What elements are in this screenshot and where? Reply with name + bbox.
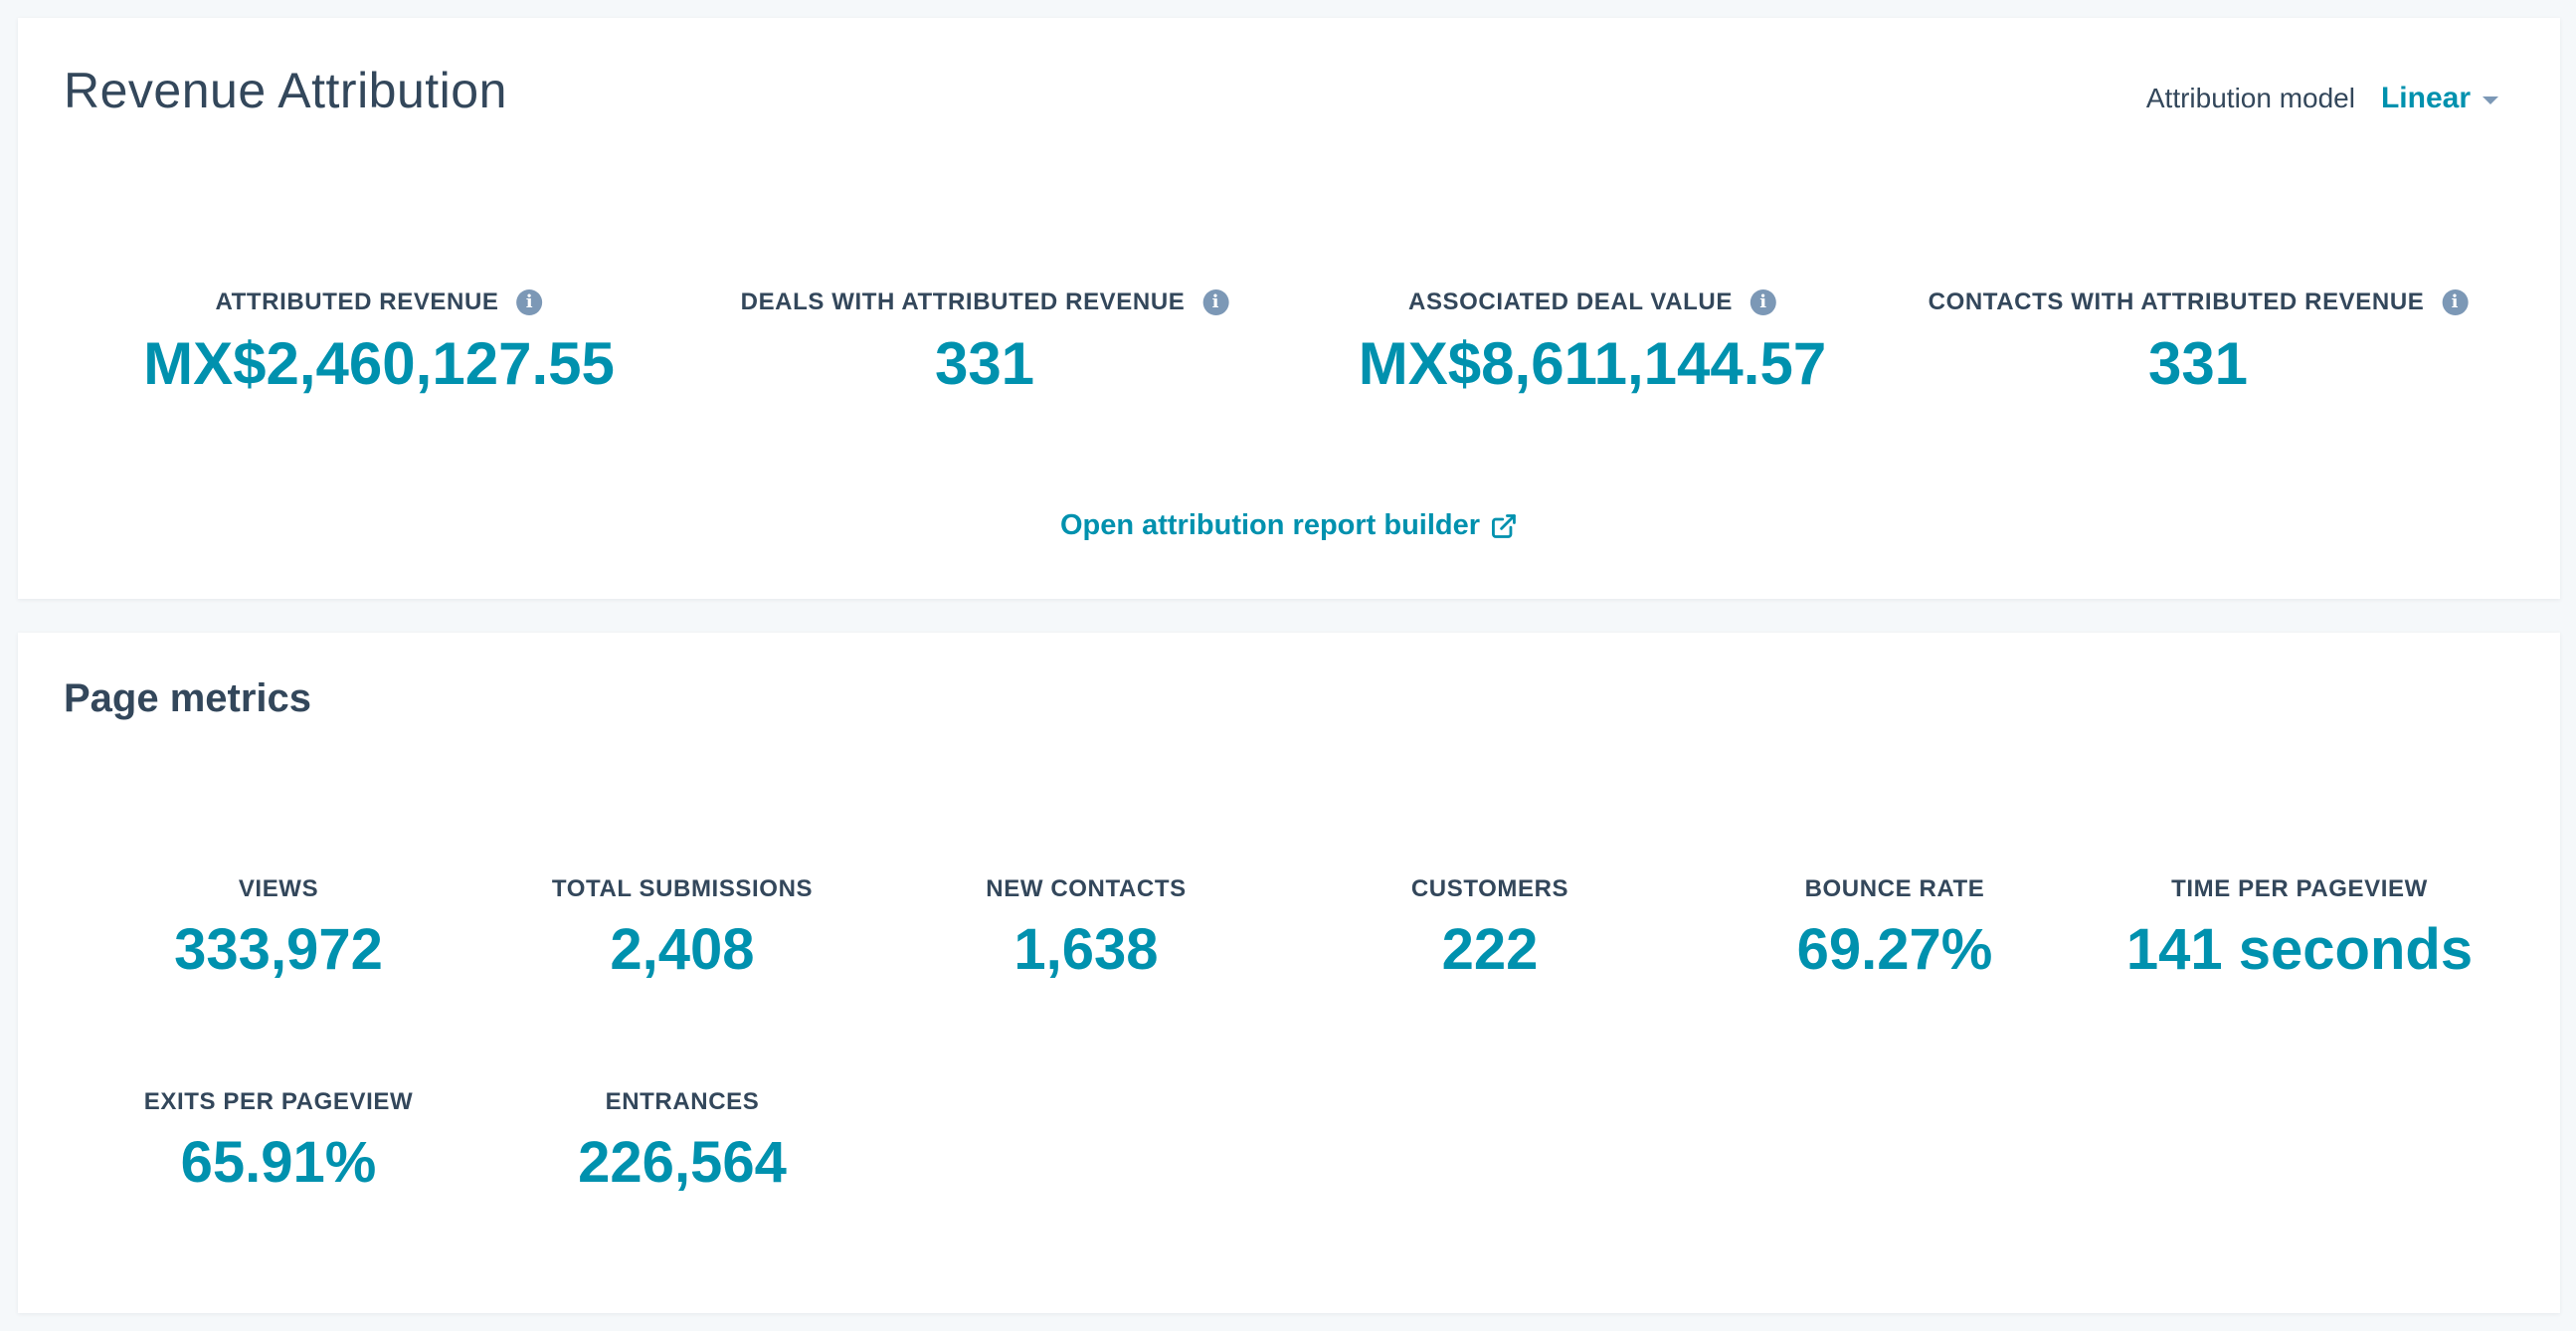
metric-value: 2,408: [610, 917, 755, 982]
metric-value: 69.27%: [1796, 917, 1993, 982]
revenue-attribution-card: Revenue Attribution Attribution model Li…: [18, 18, 2560, 599]
kpi-value: 331: [2147, 330, 2249, 397]
metric-value: 141 seconds: [2125, 917, 2474, 982]
info-icon[interactable]: i: [1749, 289, 1776, 315]
metric-value: 333,972: [174, 917, 383, 982]
metric-label: NEW CONTACTS: [986, 875, 1187, 902]
info-icon[interactable]: i: [2442, 289, 2469, 315]
metric-label: BOUNCE RATE: [1804, 875, 1985, 902]
metric-label: VIEWS: [238, 875, 319, 902]
metric-views: VIEWS 333,972: [174, 875, 383, 979]
revenue-attribution-title: Revenue Attribution: [64, 63, 507, 118]
external-link-icon: [1492, 513, 1516, 538]
metric-label: TOTAL SUBMISSIONS: [551, 875, 814, 902]
kpi-label: ASSOCIATED DEAL VALUE: [1408, 288, 1733, 315]
open-attribution-report-builder-link[interactable]: Open attribution report builder: [1060, 509, 1518, 542]
metric-new-contacts: NEW CONTACTS 1,638: [986, 875, 1186, 979]
metric-value: 1,638: [1013, 917, 1159, 982]
attribution-model-selected: Linear: [2380, 82, 2471, 114]
kpi-attributed-revenue: ATTRIBUTED REVENUE i MX$2,460,127.55: [143, 288, 615, 394]
metric-total-submissions: TOTAL SUBMISSIONS 2,408: [552, 875, 813, 979]
info-icon[interactable]: i: [1202, 289, 1229, 315]
kpi-label: DEALS WITH ATTRIBUTED REVENUE: [740, 288, 1186, 315]
metric-label: ENTRANCES: [605, 1088, 760, 1115]
kpi-associated-deal-value: ASSOCIATED DEAL VALUE i MX$8,611,144.57: [1359, 288, 1826, 394]
kpi-value: 331: [934, 330, 1035, 397]
kpi-deals-with-attributed-revenue: DEALS WITH ATTRIBUTED REVENUE i 331: [741, 288, 1229, 394]
metric-bounce-rate: BOUNCE RATE 69.27%: [1797, 875, 1993, 979]
metric-value: 226,564: [578, 1130, 787, 1195]
attribution-model-control: Attribution model Linear: [2146, 82, 2498, 115]
metric-label: TIME PER PAGEVIEW: [2171, 875, 2428, 902]
kpi-label: CONTACTS WITH ATTRIBUTED REVENUE: [1928, 288, 2425, 315]
metric-value: 222: [1441, 917, 1539, 982]
metric-time-per-pageview: TIME PER PAGEVIEW 141 seconds: [2126, 875, 2473, 979]
caret-down-icon: [2483, 96, 2498, 104]
metric-entrances: ENTRANCES 226,564: [578, 1088, 787, 1192]
metric-exits-per-pageview: EXITS PER PAGEVIEW 65.91%: [144, 1088, 413, 1192]
metric-label: CUSTOMERS: [1410, 875, 1569, 902]
attribution-model-dropdown[interactable]: Linear: [2381, 82, 2498, 115]
page-metrics-card: Page metrics VIEWS 333,972 TOTAL SUBMISS…: [18, 633, 2560, 1313]
metric-customers: CUSTOMERS 222: [1411, 875, 1568, 979]
report-link-text: Open attribution report builder: [1059, 509, 1481, 541]
info-icon[interactable]: i: [516, 289, 543, 315]
kpi-contacts-with-attributed-revenue: CONTACTS WITH ATTRIBUTED REVENUE i 331: [1929, 288, 2469, 394]
metric-value: 65.91%: [180, 1130, 377, 1195]
page-metrics-title: Page metrics: [64, 676, 312, 720]
kpi-value: MX$2,460,127.55: [143, 330, 615, 397]
kpi-label: ATTRIBUTED REVENUE: [215, 288, 499, 315]
kpi-value: MX$8,611,144.57: [1358, 330, 1827, 397]
attribution-model-label: Attribution model: [2145, 83, 2355, 113]
metric-label: EXITS PER PAGEVIEW: [143, 1088, 414, 1115]
